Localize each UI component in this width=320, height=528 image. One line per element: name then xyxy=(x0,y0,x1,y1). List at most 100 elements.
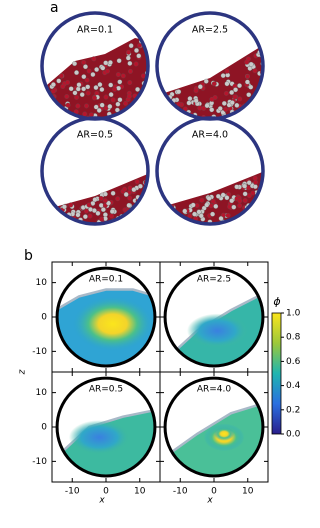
grain xyxy=(156,122,161,127)
grain xyxy=(42,218,47,224)
grain xyxy=(220,192,226,198)
grain xyxy=(93,85,99,91)
grain xyxy=(138,117,144,119)
grain xyxy=(242,191,248,197)
grain xyxy=(115,72,121,77)
grain xyxy=(139,216,145,222)
grain xyxy=(128,43,134,49)
grain xyxy=(157,111,162,117)
grain xyxy=(72,90,78,96)
grain xyxy=(257,223,263,224)
grain xyxy=(97,82,103,88)
grain xyxy=(165,112,171,118)
grain xyxy=(75,103,81,109)
grain xyxy=(253,179,259,185)
grain xyxy=(178,219,184,224)
grain xyxy=(231,204,237,210)
grain xyxy=(67,220,73,224)
grain xyxy=(127,195,133,201)
grain xyxy=(145,192,148,198)
grain xyxy=(160,221,166,224)
colorbar-label: ϕ xyxy=(273,295,280,308)
grain xyxy=(66,229,71,234)
grain xyxy=(127,68,133,74)
grain xyxy=(131,215,137,221)
grain xyxy=(160,211,166,217)
colorbar-tick-label: 0.0 xyxy=(286,430,301,440)
grain xyxy=(225,224,230,229)
container xyxy=(55,266,157,368)
grain xyxy=(201,105,207,111)
grain xyxy=(209,96,215,102)
grain xyxy=(206,196,212,201)
grain xyxy=(83,230,88,235)
grain xyxy=(92,197,98,203)
image-label: AR=0.5 xyxy=(77,130,113,141)
grain xyxy=(164,219,170,224)
grain xyxy=(42,214,45,220)
grain xyxy=(42,218,47,224)
grain xyxy=(116,58,122,64)
grain xyxy=(211,228,216,233)
grain xyxy=(107,104,113,109)
grain xyxy=(42,218,43,224)
grain xyxy=(158,102,164,108)
grain xyxy=(248,61,254,67)
grain xyxy=(91,95,97,101)
grain xyxy=(241,220,247,224)
grain xyxy=(233,87,239,93)
colorbar-tick-label: 1.0 xyxy=(286,309,301,319)
grain xyxy=(168,117,173,119)
colorbar-tick-label: 0.2 xyxy=(286,405,300,415)
grain xyxy=(79,92,85,98)
grain xyxy=(253,100,259,106)
grain xyxy=(155,121,160,126)
grain xyxy=(210,211,216,217)
grain xyxy=(199,197,205,203)
grain xyxy=(223,90,229,96)
grain xyxy=(68,202,74,208)
grain xyxy=(170,123,175,128)
grain xyxy=(238,114,244,119)
grain xyxy=(252,184,258,190)
grain xyxy=(99,102,105,108)
grain xyxy=(233,114,239,119)
y-tick-label: -10 xyxy=(32,457,47,467)
grain xyxy=(215,122,220,127)
grain xyxy=(65,79,71,85)
grain xyxy=(258,212,263,218)
heatmap xyxy=(165,291,263,366)
grain xyxy=(198,213,204,219)
grain xyxy=(45,227,50,232)
grain xyxy=(192,211,198,217)
grain xyxy=(250,190,256,196)
colorbar-tick-label: 0.6 xyxy=(286,357,301,367)
grain xyxy=(91,56,97,62)
grain xyxy=(113,226,118,231)
grains xyxy=(157,44,263,119)
grain xyxy=(96,107,102,113)
grain xyxy=(254,218,259,224)
grain xyxy=(163,218,169,224)
container xyxy=(163,266,265,368)
grain xyxy=(246,92,252,98)
grain xyxy=(249,105,255,111)
grain xyxy=(59,73,64,79)
grain xyxy=(82,111,88,117)
grain xyxy=(126,202,132,208)
grain xyxy=(243,123,248,128)
grain xyxy=(204,202,210,208)
grain xyxy=(247,114,253,119)
grain xyxy=(76,82,82,88)
grain xyxy=(102,198,108,204)
grain xyxy=(85,84,91,90)
grain xyxy=(42,92,47,98)
grain xyxy=(50,122,55,127)
y-tick-label: 10 xyxy=(36,388,48,398)
grain xyxy=(137,104,143,110)
y-tick-label: -10 xyxy=(32,347,47,357)
grain xyxy=(51,212,57,218)
grain xyxy=(133,227,138,232)
grain xyxy=(229,90,235,95)
image-label: AR=0.1 xyxy=(77,25,113,36)
